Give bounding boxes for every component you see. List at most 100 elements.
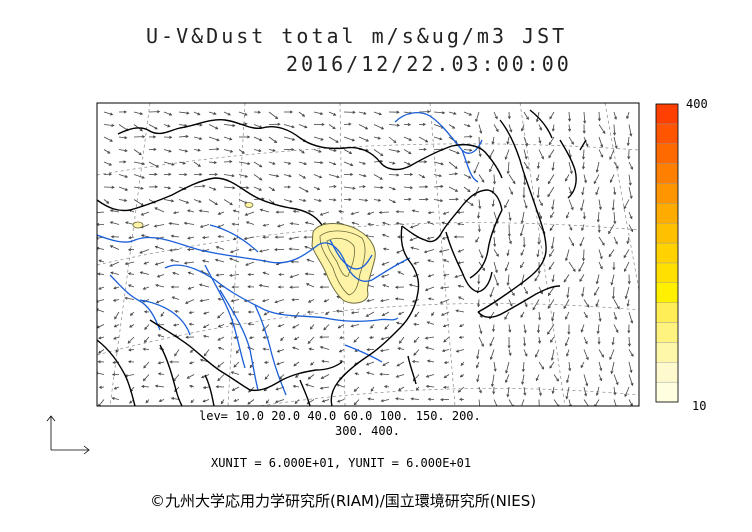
- wind-vector-head: [97, 246, 100, 250]
- wind-vector: [154, 224, 165, 227]
- wind-vector: [238, 174, 248, 178]
- wind-vector: [174, 386, 180, 392]
- wind-vector-head: [199, 224, 204, 228]
- wind-vector: [308, 374, 315, 380]
- wind-vector-head: [630, 166, 633, 170]
- wind-vector-head: [380, 274, 385, 278]
- wind-vector: [493, 299, 498, 306]
- wind-vector: [448, 149, 460, 154]
- wind-vector-head: [293, 363, 297, 367]
- wind-vector-head: [215, 246, 219, 249]
- wind-vector-head: [422, 175, 426, 179]
- wind-vector-head: [129, 400, 133, 404]
- wind-vector-head: [320, 137, 324, 141]
- wind-vector-head: [381, 262, 385, 266]
- wind-vector-head: [504, 205, 508, 209]
- wind-vector: [170, 259, 180, 263]
- wind-vector: [97, 247, 105, 250]
- wind-vector: [133, 111, 143, 115]
- wind-vector: [388, 124, 400, 126]
- wind-vector-head: [495, 303, 499, 307]
- wind-vector: [550, 211, 555, 218]
- wind-vector-head: [459, 324, 463, 327]
- wind-vector: [223, 124, 235, 127]
- wind-vector: [343, 149, 352, 154]
- wind-vector: [426, 385, 435, 388]
- wind-vector: [433, 174, 442, 177]
- wind-vector-head: [160, 313, 164, 317]
- wind-vector-head: [172, 211, 177, 215]
- wind-vector-head: [580, 329, 584, 333]
- wind-vector-head: [524, 353, 528, 357]
- wind-vector-head: [443, 339, 447, 343]
- wind-vector-head: [440, 312, 445, 316]
- wind-vector-head: [626, 116, 630, 120]
- wind-vector-head: [124, 136, 128, 140]
- wind-vector: [428, 298, 435, 300]
- wind-vector-head: [566, 294, 570, 299]
- wind-vector-head: [352, 186, 356, 190]
- wind-vector-head: [272, 148, 276, 152]
- wind-vector: [188, 272, 195, 275]
- wind-vector: [458, 386, 465, 393]
- wind-vector-head: [199, 137, 203, 140]
- wind-vector: [353, 336, 360, 343]
- wind-vector: [155, 261, 165, 265]
- wind-vector: [263, 348, 270, 350]
- wind-vector: [398, 386, 405, 391]
- wind-vector: [184, 261, 195, 264]
- wind-vector-head: [316, 187, 321, 191]
- wind-vector-head: [479, 330, 483, 335]
- wind-vector-head: [396, 149, 401, 153]
- wind-vector-head: [459, 397, 463, 401]
- wind-vector: [457, 223, 465, 225]
- wind-vector-head: [481, 343, 484, 347]
- wind-vector: [504, 311, 510, 320]
- wind-vector: [568, 261, 576, 272]
- wind-vector: [118, 186, 128, 191]
- wind-vector: [278, 324, 285, 327]
- wind-vector-head: [627, 330, 631, 334]
- wind-vector: [538, 136, 541, 144]
- wind-vector-head: [142, 347, 146, 351]
- wind-vector-head: [456, 222, 461, 226]
- wind-vector: [523, 286, 528, 294]
- wind-vector-head: [494, 269, 498, 274]
- wind-vector-head: [396, 363, 400, 367]
- wind-vector-head: [275, 387, 279, 391]
- wind-vector-head: [567, 331, 571, 335]
- wind-vector: [233, 210, 240, 213]
- wind-vector: [583, 399, 589, 406]
- wind-vector: [365, 235, 375, 238]
- wind-vector: [463, 186, 471, 192]
- wind-vector-head: [154, 185, 159, 189]
- wind-vector: [627, 136, 630, 146]
- wind-vector-head: [170, 199, 175, 203]
- wind-vector-head: [509, 303, 513, 307]
- wind-vector-head: [479, 130, 483, 134]
- wind-vector: [425, 286, 435, 291]
- wind-vector: [581, 224, 585, 231]
- wind-vector-head: [113, 324, 117, 328]
- wind-vector: [413, 349, 420, 356]
- wind-vector-head: [520, 265, 523, 269]
- wind-vector-head: [425, 374, 430, 378]
- wind-vector: [343, 136, 355, 141]
- wind-vector: [321, 360, 330, 363]
- wind-vector-head: [548, 142, 552, 146]
- wind-vector-head: [339, 336, 343, 339]
- wind-vector: [579, 236, 585, 247]
- wind-vector-head: [457, 389, 461, 393]
- wind-vector: [477, 211, 480, 219]
- wind-vector-head: [171, 296, 175, 300]
- wind-vector-head: [183, 261, 188, 265]
- wind-vector: [613, 386, 616, 395]
- wind-vector-head: [609, 179, 613, 183]
- wind-vector-head: [323, 299, 327, 303]
- wind-vector: [238, 199, 248, 204]
- wind-vector-head: [154, 207, 158, 211]
- wind-vector-head: [409, 172, 414, 176]
- coastlines-and-borders: [97, 109, 587, 406]
- wind-vector-head: [169, 135, 173, 139]
- wind-vector-head: [287, 185, 291, 189]
